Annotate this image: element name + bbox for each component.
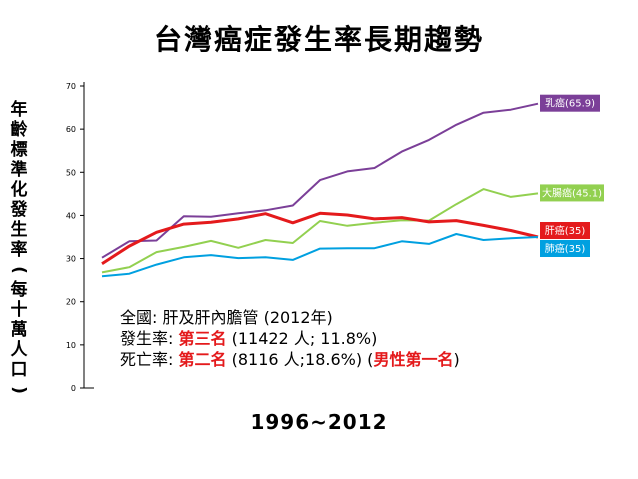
series-line-乳癌 — [101, 102, 539, 259]
y-tick-label: 70 — [66, 82, 76, 91]
annotation-box: 全國: 肝及肝內膽管 (2012年) 發生率: 第三名 (11422 人; 11… — [120, 307, 460, 370]
note-line-2: 發生率: 第三名 (11422 人; 11.8%) — [120, 328, 460, 349]
legend-label-肺癌: 肺癌(35) — [545, 242, 586, 255]
note-line-2-rank: 第三名 — [178, 329, 227, 348]
legend-tag-肝癌 — [540, 222, 590, 239]
legend-tag-肺癌 — [540, 240, 590, 257]
y-tick-label: 0 — [71, 384, 76, 393]
note-line-1-prefix: 全國: — [120, 308, 163, 327]
chart-title: 台灣癌症發生率長期趨勢 — [153, 23, 484, 56]
y-tick-label: 50 — [66, 168, 76, 177]
note-line-3-highlight: 男性第一名 — [373, 350, 454, 369]
legend-label-乳癌: 乳癌(65.9) — [545, 97, 595, 110]
note-line-3: 死亡率: 第二名 (8116 人;18.6%) (男性第一名) — [120, 349, 460, 370]
y-tick-label: 40 — [66, 211, 76, 220]
note-line-3-end: ) — [453, 350, 460, 369]
y-tick-label: 10 — [66, 341, 76, 350]
y-tick-label: 30 — [66, 255, 76, 264]
legend-label-大腸癌: 大腸癌(45.1) — [542, 186, 602, 199]
x-axis-label: 1996~2012 — [250, 410, 388, 434]
y-axis-label: 年齡標準化發生率(每十萬人口) — [9, 100, 29, 394]
legend-tag-乳癌 — [540, 94, 600, 112]
series-line-肺癌 — [101, 233, 539, 278]
note-line-2-rest: (11422 人; 11.8%) — [226, 329, 378, 348]
y-tick-label: 60 — [66, 125, 76, 134]
note-line-3-mid: (8116 人;18.6%) ( — [226, 350, 374, 369]
note-line-3-rank: 第二名 — [178, 350, 227, 369]
legend-label-肝癌: 肝癌(35) — [545, 224, 586, 237]
note-line-1-text: 肝及肝內膽管 (2012年) — [162, 308, 333, 327]
note-line-1: 全國: 肝及肝內膽管 (2012年) — [120, 307, 460, 328]
note-line-3-prefix: 死亡率: — [120, 350, 179, 369]
series-line-肝癌 — [101, 211, 539, 265]
note-line-2-prefix: 發生率: — [120, 329, 179, 348]
series-line-大腸癌 — [101, 188, 539, 274]
y-tick-label: 20 — [66, 298, 76, 307]
legend-tag-大腸癌 — [540, 184, 604, 202]
